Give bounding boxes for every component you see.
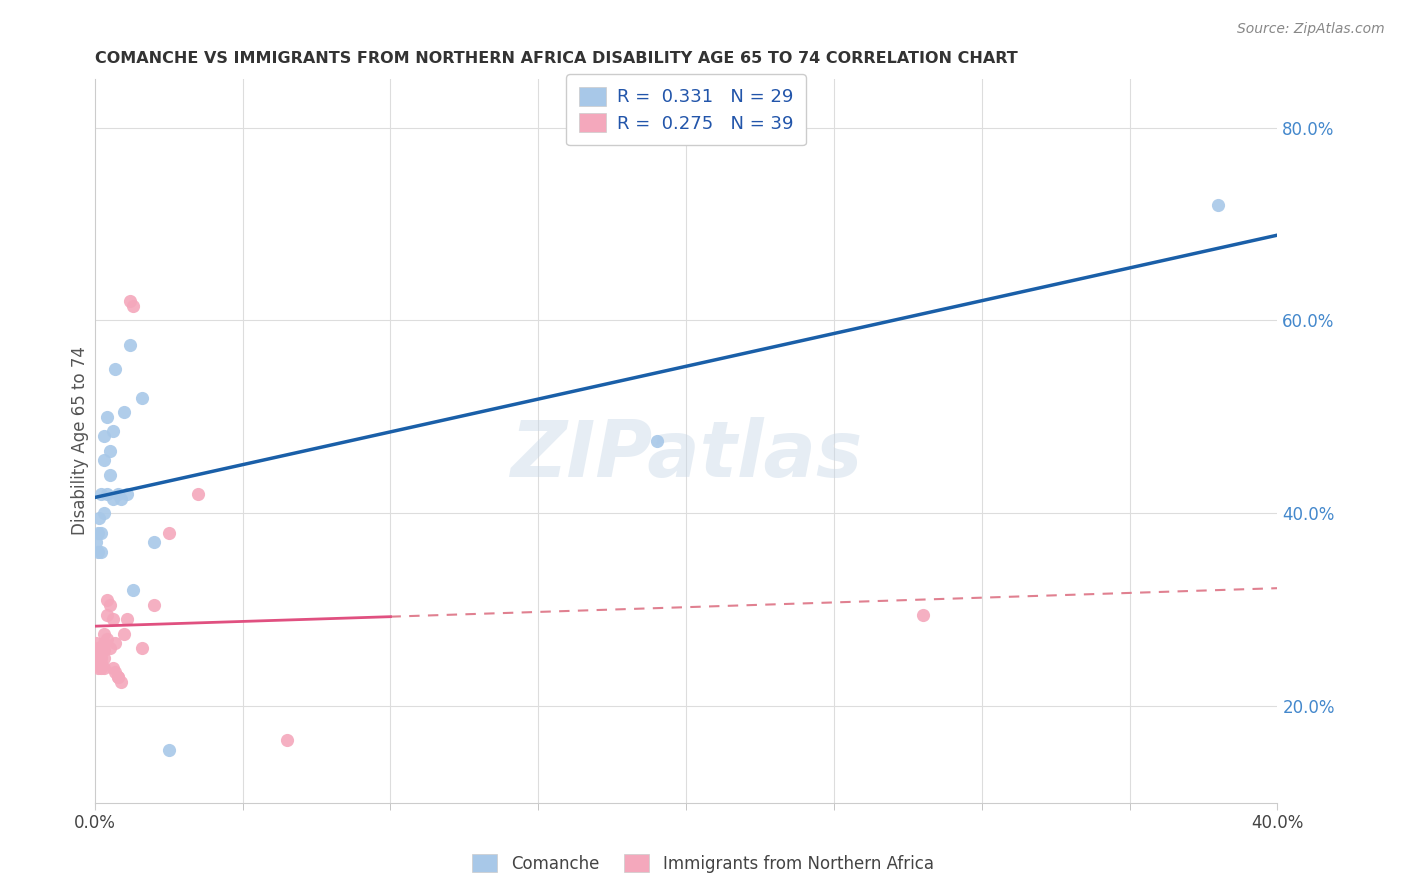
Point bbox=[276, 732, 298, 747]
Point bbox=[96, 409, 118, 424]
Text: COMANCHE VS IMMIGRANTS FROM NORTHERN AFRICA DISABILITY AGE 65 TO 74 CORRELATION : COMANCHE VS IMMIGRANTS FROM NORTHERN AFR… bbox=[94, 51, 1018, 66]
Point bbox=[87, 525, 110, 540]
Point bbox=[110, 675, 132, 690]
Point bbox=[87, 651, 110, 665]
Point bbox=[122, 299, 145, 313]
Point bbox=[96, 593, 118, 607]
Point bbox=[87, 656, 110, 670]
Point bbox=[104, 361, 127, 376]
Point bbox=[93, 429, 115, 443]
Legend: Comanche, Immigrants from Northern Africa: Comanche, Immigrants from Northern Afric… bbox=[465, 847, 941, 880]
Point bbox=[89, 511, 111, 525]
Text: ZIPatlas: ZIPatlas bbox=[510, 417, 862, 493]
Point bbox=[104, 665, 127, 680]
Point bbox=[87, 545, 110, 559]
Point bbox=[90, 646, 112, 660]
Point bbox=[98, 443, 121, 458]
Point bbox=[90, 487, 112, 501]
Point bbox=[90, 656, 112, 670]
Point bbox=[645, 434, 668, 448]
Point bbox=[96, 607, 118, 622]
Point bbox=[112, 627, 135, 641]
Point bbox=[117, 487, 139, 501]
Point bbox=[90, 660, 112, 674]
Point bbox=[93, 506, 115, 520]
Point bbox=[157, 742, 180, 756]
Text: Source: ZipAtlas.com: Source: ZipAtlas.com bbox=[1237, 22, 1385, 37]
Point bbox=[93, 627, 115, 641]
Point bbox=[911, 607, 934, 622]
Point bbox=[84, 636, 107, 650]
Point bbox=[104, 636, 127, 650]
Point bbox=[98, 467, 121, 482]
Point bbox=[101, 660, 124, 674]
Point bbox=[107, 670, 129, 684]
Point bbox=[187, 487, 209, 501]
Point bbox=[157, 525, 180, 540]
Point bbox=[90, 641, 112, 656]
Point bbox=[101, 612, 124, 626]
Point bbox=[131, 641, 153, 656]
Point bbox=[93, 453, 115, 467]
Point bbox=[101, 425, 124, 439]
Point bbox=[93, 643, 115, 657]
Point bbox=[120, 337, 142, 351]
Point bbox=[110, 491, 132, 506]
Point bbox=[87, 641, 110, 656]
Point bbox=[96, 632, 118, 646]
Point bbox=[131, 391, 153, 405]
Point bbox=[93, 636, 115, 650]
Point bbox=[90, 641, 112, 656]
Point bbox=[90, 545, 112, 559]
Point bbox=[93, 651, 115, 665]
Point bbox=[87, 660, 110, 674]
Point bbox=[87, 646, 110, 660]
Legend: R =  0.331   N = 29, R =  0.275   N = 39: R = 0.331 N = 29, R = 0.275 N = 39 bbox=[567, 74, 806, 145]
Y-axis label: Disability Age 65 to 74: Disability Age 65 to 74 bbox=[72, 346, 89, 535]
Point bbox=[90, 651, 112, 665]
Point bbox=[101, 491, 124, 506]
Point bbox=[112, 405, 135, 419]
Point bbox=[107, 670, 129, 684]
Point bbox=[120, 294, 142, 309]
Point bbox=[1206, 197, 1229, 211]
Point bbox=[142, 535, 165, 549]
Point bbox=[93, 660, 115, 674]
Point bbox=[117, 612, 139, 626]
Point bbox=[98, 598, 121, 612]
Point bbox=[84, 535, 107, 549]
Point bbox=[122, 583, 145, 598]
Point bbox=[96, 487, 118, 501]
Point bbox=[142, 598, 165, 612]
Point bbox=[107, 487, 129, 501]
Point bbox=[90, 525, 112, 540]
Point bbox=[98, 641, 121, 656]
